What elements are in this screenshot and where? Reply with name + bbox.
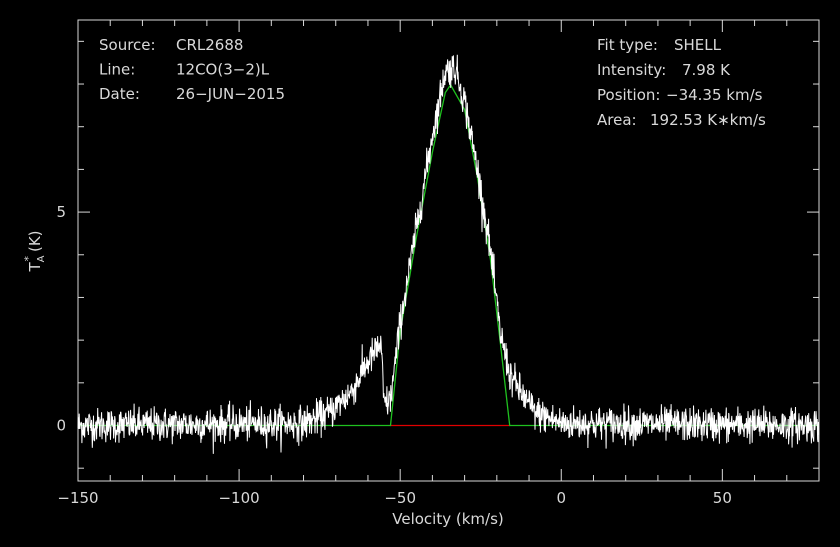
y-tick-label: 0: [56, 417, 66, 435]
axis-ticks: [77, 20, 820, 481]
info-right-key: Intensity:: [597, 61, 666, 79]
info-panel-right: Fit type: SHELL Intensity: 7.98 K Position: −…: [597, 36, 766, 129]
axis-tick-labels: −150 −100 −50 0 50 0 5: [56, 203, 731, 507]
info-panel-left: Source: CRL2688 Line: 12CO(3−2)L Date: 26−JUN…: [99, 36, 285, 103]
info-right-value: −34.35 km/s: [666, 86, 763, 104]
x-tick-label: 0: [556, 489, 566, 507]
info-right-value: 192.53 K∗km/s: [650, 111, 766, 129]
info-left-key: Date:: [99, 85, 140, 103]
x-tick-label: 50: [713, 489, 732, 507]
info-right-key: Position:: [597, 86, 660, 104]
x-tick-label: −150: [57, 489, 98, 507]
info-left-value: 26−JUN−2015: [176, 85, 285, 103]
info-left-value: CRL2688: [176, 36, 243, 54]
plot-frame: [77, 19, 820, 482]
x-tick-label: −100: [218, 489, 259, 507]
y-axis-label: TA*(K): [22, 230, 47, 272]
spectrum-line: [77, 54, 820, 454]
info-left-value: 12CO(3−2)L: [176, 61, 270, 79]
info-left-key: Source:: [99, 36, 156, 54]
fit-curve: [78, 83, 819, 427]
x-tick-label: −50: [384, 489, 416, 507]
info-left-key: Line:: [99, 61, 135, 79]
y-tick-label: 5: [56, 203, 66, 221]
info-right-value: 7.98 K: [682, 61, 731, 79]
x-axis-label: Velocity (km/s): [392, 510, 503, 528]
info-right-key: Fit type:: [597, 36, 658, 54]
info-right-value: SHELL: [674, 36, 722, 54]
info-right-key: Area:: [597, 111, 637, 129]
